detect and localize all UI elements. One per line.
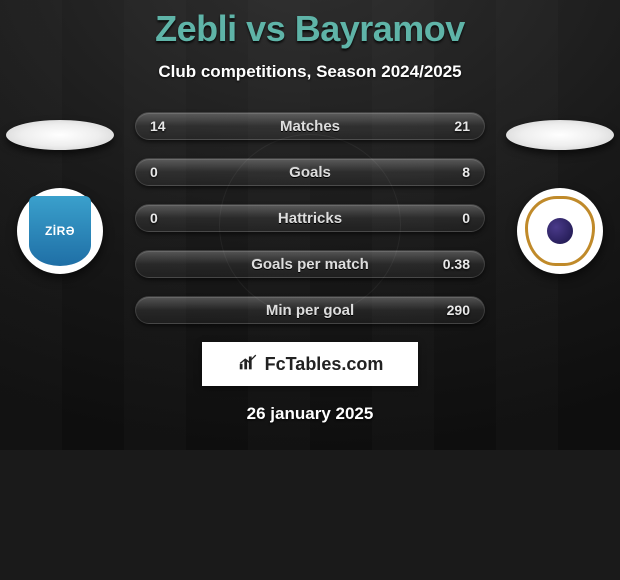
stat-row: 0 Hattricks 0 <box>135 204 485 232</box>
stat-row: 14 Matches 21 <box>135 112 485 140</box>
right-player-column <box>500 120 620 274</box>
stat-label: Matches <box>136 118 484 135</box>
stat-label: Goals per match <box>136 256 484 273</box>
stat-label: Hattricks <box>136 210 484 227</box>
stat-left-value: 14 <box>150 118 166 134</box>
right-player-avatar <box>506 120 614 150</box>
right-club-ball-icon <box>547 218 573 244</box>
date-text: 26 january 2025 <box>0 404 620 424</box>
stat-left-value: 0 <box>150 164 158 180</box>
page-title: Zebli vs Bayramov <box>0 0 620 50</box>
page-subtitle: Club competitions, Season 2024/2025 <box>0 62 620 82</box>
stat-right-value: 0 <box>462 210 470 226</box>
stat-left-value: 0 <box>150 210 158 226</box>
stat-row: Min per goal 290 <box>135 296 485 324</box>
chart-icon <box>237 351 259 378</box>
left-club-badge: ZİRƏ <box>17 188 103 274</box>
stats-list: 14 Matches 21 0 Goals 8 0 Hattricks 0 Go… <box>135 112 485 324</box>
left-club-text: ZİRƏ <box>45 224 75 238</box>
stat-right-value: 290 <box>447 302 470 318</box>
stat-right-value: 21 <box>454 118 470 134</box>
left-club-shield: ZİRƏ <box>29 196 91 266</box>
stat-right-value: 8 <box>462 164 470 180</box>
brand-text: FcTables.com <box>265 354 384 375</box>
left-player-avatar <box>6 120 114 150</box>
stat-row: 0 Goals 8 <box>135 158 485 186</box>
brand-box: FcTables.com <box>202 342 418 386</box>
left-player-column: ZİRƏ <box>0 120 120 274</box>
right-club-shield <box>525 196 595 266</box>
stat-label: Goals <box>136 164 484 181</box>
stat-label: Min per goal <box>136 302 484 319</box>
right-club-badge <box>517 188 603 274</box>
stat-row: Goals per match 0.38 <box>135 250 485 278</box>
stat-right-value: 0.38 <box>443 256 470 272</box>
